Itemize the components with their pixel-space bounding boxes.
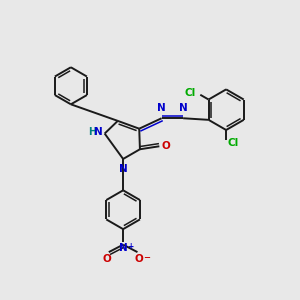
Text: N: N [119,164,128,174]
Text: Cl: Cl [184,88,196,98]
Text: N: N [94,127,103,137]
Text: +: + [127,242,133,251]
Text: O: O [103,254,112,264]
Text: N: N [119,243,128,253]
Text: O: O [135,254,143,264]
Text: H: H [88,127,96,137]
Text: N: N [179,103,188,113]
Text: −: − [143,253,150,262]
Text: O: O [162,141,170,151]
Text: Cl: Cl [228,137,239,148]
Text: N: N [157,103,166,113]
